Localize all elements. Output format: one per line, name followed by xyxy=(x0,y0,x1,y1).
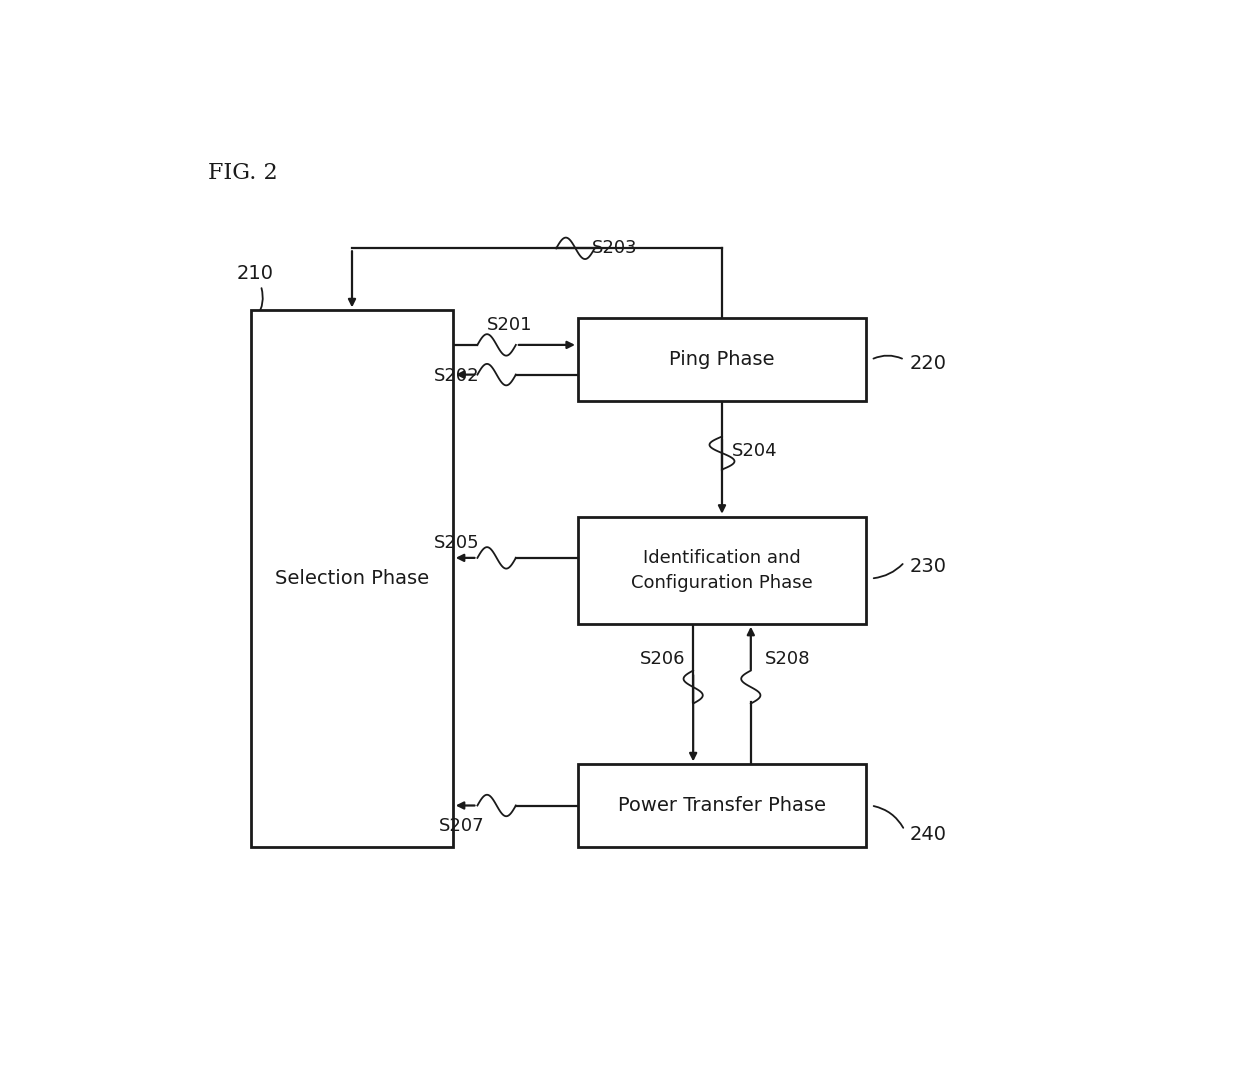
Bar xyxy=(578,318,866,401)
Text: Ping Phase: Ping Phase xyxy=(670,351,775,369)
Text: 210: 210 xyxy=(237,264,274,283)
Text: S207: S207 xyxy=(439,817,484,835)
Text: S206: S206 xyxy=(640,650,686,668)
Text: Selection Phase: Selection Phase xyxy=(275,569,429,589)
Text: 220: 220 xyxy=(909,355,946,373)
Bar xyxy=(578,517,866,624)
Text: Power Transfer Phase: Power Transfer Phase xyxy=(618,796,826,815)
Text: S202: S202 xyxy=(434,368,480,385)
Bar xyxy=(578,764,866,847)
Text: FIG. 2: FIG. 2 xyxy=(208,162,278,183)
Text: S204: S204 xyxy=(732,442,777,460)
Text: S205: S205 xyxy=(434,534,480,552)
Text: S203: S203 xyxy=(593,239,637,257)
Text: Identification and
Configuration Phase: Identification and Configuration Phase xyxy=(631,549,813,592)
Bar xyxy=(250,310,453,847)
Text: 240: 240 xyxy=(909,824,946,844)
Text: 230: 230 xyxy=(909,556,946,576)
Text: S208: S208 xyxy=(765,650,811,668)
Text: S201: S201 xyxy=(486,316,532,334)
